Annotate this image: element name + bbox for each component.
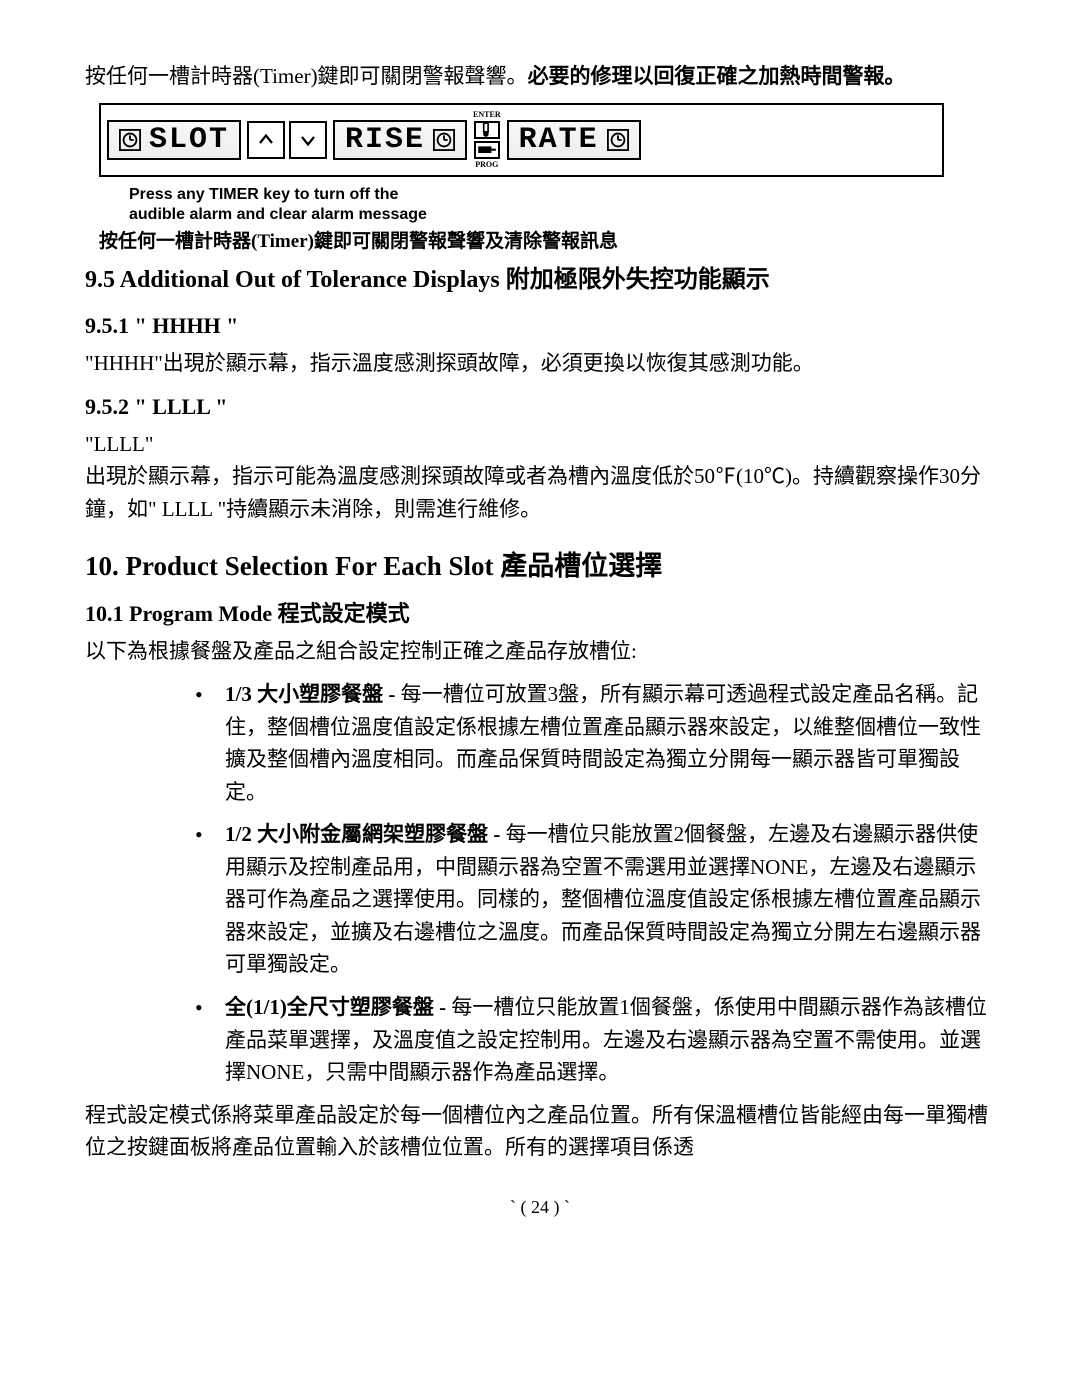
- intro-paragraph: 按任何一槽計時器(Timer)鍵即可關閉警報聲響。必要的修理以回復正確之加熱時間…: [85, 60, 995, 93]
- arrow-keys: [247, 121, 327, 159]
- section-10-title: 10. Product Selection For Each Slot 產品槽位…: [85, 546, 995, 588]
- seg-box-rise: RISE: [333, 120, 467, 160]
- seg-slot-text: SLOT: [149, 125, 229, 155]
- section-9-5-2-body: "LLLL" 出現於顯示幕，指示可能為溫度感測探頭故障或者為槽內溫度低於50℉(…: [85, 428, 995, 526]
- intro-bold: 必要的修理以回復正確之加熱時間警報。: [528, 64, 906, 88]
- bullet3-head: 全(1/1)全尺寸塑膠餐盤 -: [225, 995, 451, 1019]
- bullet1-head: 1/3 大小塑膠餐盤 -: [225, 682, 401, 706]
- press-chinese: 按任何一槽計時器(Timer)鍵即可關閉警報聲響及清除警報訊息: [99, 227, 995, 256]
- bullet-list: 1/3 大小塑膠餐盤 - 每一槽位可放置3盤，所有顯示幕可透過程式設定產品名稱。…: [85, 678, 995, 1089]
- temp-key[interactable]: [474, 121, 500, 139]
- enter-label: ENTER: [473, 111, 501, 119]
- mid-buttons: ENTER PROG: [473, 111, 501, 169]
- list-item: 全(1/1)全尺寸塑膠餐盤 - 每一槽位只能放置1個餐盤，係使用中間顯示器作為該…: [195, 991, 995, 1089]
- up-key[interactable]: [247, 121, 285, 159]
- prog-key[interactable]: [474, 141, 500, 159]
- section-10-1-intro: 以下為根據餐盤及產品之組合設定控制正確之產品存放槽位:: [85, 635, 995, 668]
- sec952-line1: "LLLL": [85, 432, 153, 456]
- page-number: ` ( 24 ) `: [85, 1194, 995, 1222]
- seg-box-slot: SLOT: [107, 120, 241, 160]
- display-row: SLOT RISE ENTER PROG: [107, 111, 936, 169]
- press-english: Press any TIMER key to turn off the audi…: [129, 185, 995, 225]
- section-9-5-2-title: 9.5.2 " LLLL ": [85, 390, 995, 424]
- section-9-5-title: 9.5 Additional Out of Tolerance Displays…: [85, 262, 995, 299]
- display-panel: SLOT RISE ENTER PROG: [99, 103, 944, 177]
- intro-text: 按任何一槽計時器(Timer)鍵即可關閉警報聲響。: [85, 64, 528, 88]
- seg-rate-text: RATE: [519, 125, 599, 155]
- section-9-5-1-title: 9.5.1 " HHHH ": [85, 309, 995, 343]
- list-item: 1/3 大小塑膠餐盤 - 每一槽位可放置3盤，所有顯示幕可透過程式設定產品名稱。…: [195, 678, 995, 808]
- clock-icon: [119, 129, 141, 151]
- press-en-line2: audible alarm and clear alarm message: [129, 206, 427, 223]
- sec952-line2: 出現於顯示幕，指示可能為溫度感測探頭故障或者為槽內溫度低於50℉(10℃)。持續…: [85, 464, 981, 521]
- prog-label: PROG: [475, 161, 498, 169]
- section-10-1-title: 10.1 Program Mode 程式設定模式: [85, 597, 995, 631]
- down-key[interactable]: [289, 121, 327, 159]
- section-10-1-outro: 程式設定模式係將菜單產品設定於每一個槽位內之產品位置。所有保溫櫃槽位皆能經由每一…: [85, 1099, 995, 1164]
- seg-box-rate: RATE: [507, 120, 641, 160]
- list-item: 1/2 大小附金屬網架塑膠餐盤 - 每一槽位只能放置2個餐盤，左邊及右邊顯示器供…: [195, 818, 995, 981]
- press-en-line1: Press any TIMER key to turn off the: [129, 186, 398, 203]
- clock-icon-2: [433, 129, 455, 151]
- bullet2-head: 1/2 大小附金屬網架塑膠餐盤 -: [225, 822, 506, 846]
- section-9-5-1-body: "HHHH"出現於顯示幕，指示溫度感測探頭故障，必須更換以恢復其感測功能。: [85, 347, 995, 380]
- seg-rise-text: RISE: [345, 125, 425, 155]
- clock-icon-3: [607, 129, 629, 151]
